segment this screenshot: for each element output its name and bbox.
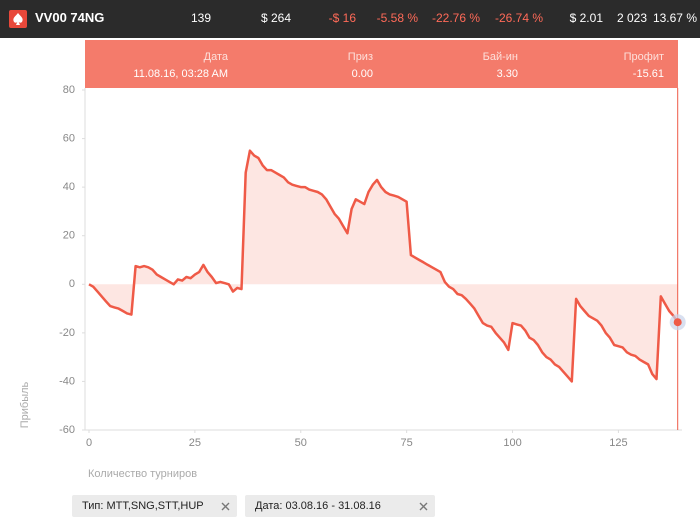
stat: -5.58 % <box>376 11 418 25</box>
y-tick-label: -20 <box>59 327 75 339</box>
x-tick-label: 0 <box>86 437 92 449</box>
area <box>89 150 678 382</box>
stat: -26.74 % <box>494 11 543 25</box>
tooltip-label: Бай-ин <box>482 51 518 63</box>
x-tick-label: 75 <box>401 437 413 449</box>
stat: $ 264 <box>260 11 291 25</box>
y-tick-label: 40 <box>63 181 75 193</box>
y-tick-label: 60 <box>63 132 75 144</box>
x-tick-label: 125 <box>609 437 627 449</box>
remove-icon[interactable] <box>221 502 230 511</box>
stat: -22.76 % <box>431 11 480 25</box>
line <box>88 149 679 383</box>
y-tick-label: -40 <box>59 375 75 387</box>
filter-chip[interactable]: Дата: 03.08.16 - 31.08.16 <box>245 495 435 517</box>
stat: 139 <box>190 11 211 25</box>
stat: 2 023 <box>616 11 647 25</box>
top-bar: VV00 74NG 139 $ 264 -$ 16 -5.58 % -22.76 % -2… <box>0 0 700 38</box>
hover-dot <box>673 318 682 327</box>
tooltip-value: 3.30 <box>496 68 518 80</box>
stat: -$ 16 <box>328 11 356 25</box>
y-tick-label: 20 <box>63 230 75 242</box>
x-tick-label: 100 <box>503 437 521 449</box>
tooltip-label: Приз <box>347 51 373 63</box>
y-tick-label: 0 <box>69 278 75 290</box>
remove-icon[interactable] <box>419 502 428 511</box>
filter-text: Дата: 03.08.16 - 31.08.16 <box>255 500 381 512</box>
tooltip-value: 11.08.16, 03:28 AM <box>133 68 228 80</box>
y-tick-label: 80 <box>63 84 75 96</box>
filter-chip[interactable]: Тип: MTT,SNG,STT,HUP <box>72 495 237 517</box>
x-tick-label: 50 <box>295 437 307 449</box>
y-tick-label: -60 <box>59 424 75 436</box>
player-name: VV00 74NG <box>35 10 105 25</box>
stat: $ 2.01 <box>569 11 603 25</box>
tooltip-label: Профит <box>623 51 664 63</box>
x-tick-label: 25 <box>189 437 201 449</box>
tooltip: Дата 11.08.16, 03:28 AM Приз 0.00 Бай-ин 3.30… <box>85 40 678 88</box>
stat: 13.67 % <box>652 11 697 25</box>
x-axis-label: Количество турниров <box>88 468 197 480</box>
tooltip-value: -15.61 <box>632 68 664 80</box>
logo <box>9 10 27 28</box>
filter-text: Тип: MTT,SNG,STT,HUP <box>82 500 204 512</box>
tooltip-label: Дата <box>203 51 228 63</box>
y-axis-label: Прибыль <box>19 381 31 428</box>
tooltip-value: 0.00 <box>351 68 373 80</box>
